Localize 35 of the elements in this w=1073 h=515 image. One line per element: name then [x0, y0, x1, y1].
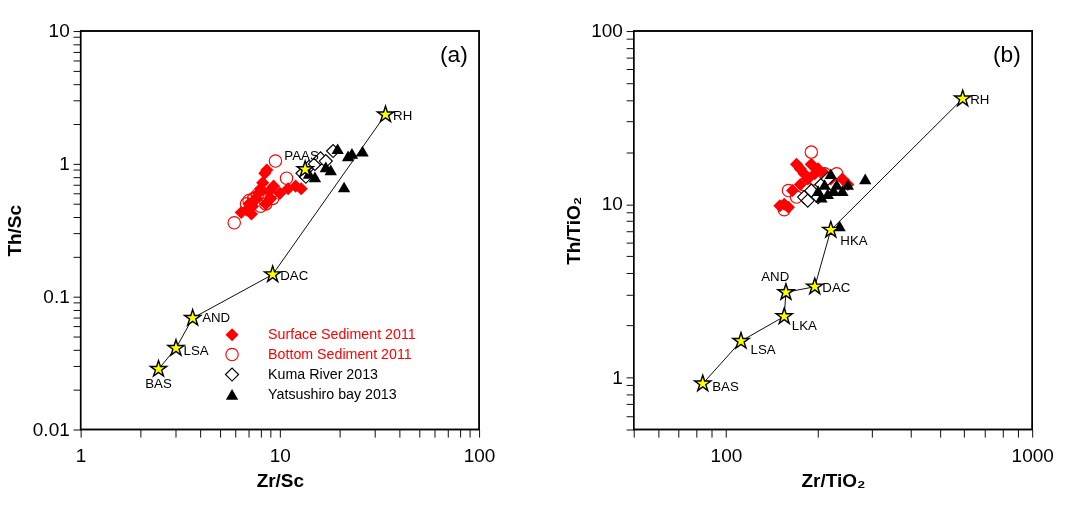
- y-tick-label: 0.1: [43, 285, 70, 307]
- y-axis-title: Th/TiO₂: [562, 196, 584, 265]
- y-tick-label: 1: [59, 153, 70, 175]
- annotation: (a): [439, 41, 468, 68]
- legend-label: Yatsushiro bay 2013: [268, 386, 397, 403]
- legend-label: Bottom Sediment 2011: [268, 346, 412, 363]
- annotation: BAS: [145, 376, 172, 392]
- annotation: PAAS: [284, 147, 319, 163]
- y-tick-label: 1: [612, 366, 623, 388]
- annotation: LSA: [183, 342, 209, 358]
- legend-label: Kuma River 2013: [268, 366, 379, 383]
- annotation: AND: [761, 268, 790, 284]
- annotation: LKA: [791, 317, 818, 333]
- annotation: HKA: [840, 233, 868, 249]
- x-axis-title: Zr/TiO₂: [801, 469, 866, 491]
- annotation: DAC: [280, 268, 309, 284]
- x-axis-title: Zr/Sc: [256, 469, 305, 491]
- x-tick-label: 100: [710, 445, 743, 467]
- y-tick-label: 0.01: [32, 418, 70, 440]
- annotation: (b): [993, 41, 1021, 68]
- annotation: AND: [202, 309, 231, 325]
- annotation: BAS: [712, 379, 739, 395]
- legend-label: Surface Sediment 2011: [268, 326, 416, 343]
- annotation: DAC: [822, 280, 851, 296]
- x-tick-label: 100: [463, 445, 496, 467]
- x-tick-label: 1: [75, 445, 87, 467]
- y-tick-label: 10: [601, 193, 623, 215]
- annotation: LSA: [750, 342, 776, 358]
- x-tick-label: 1000: [1011, 445, 1054, 467]
- y-tick-label: 100: [591, 20, 623, 42]
- annotation: RH: [970, 92, 990, 108]
- x-tick-label: 10: [269, 445, 291, 467]
- annotation: RH: [393, 108, 413, 124]
- y-tick-label: 10: [48, 20, 70, 42]
- y-axis-title: Th/Sc: [4, 204, 26, 257]
